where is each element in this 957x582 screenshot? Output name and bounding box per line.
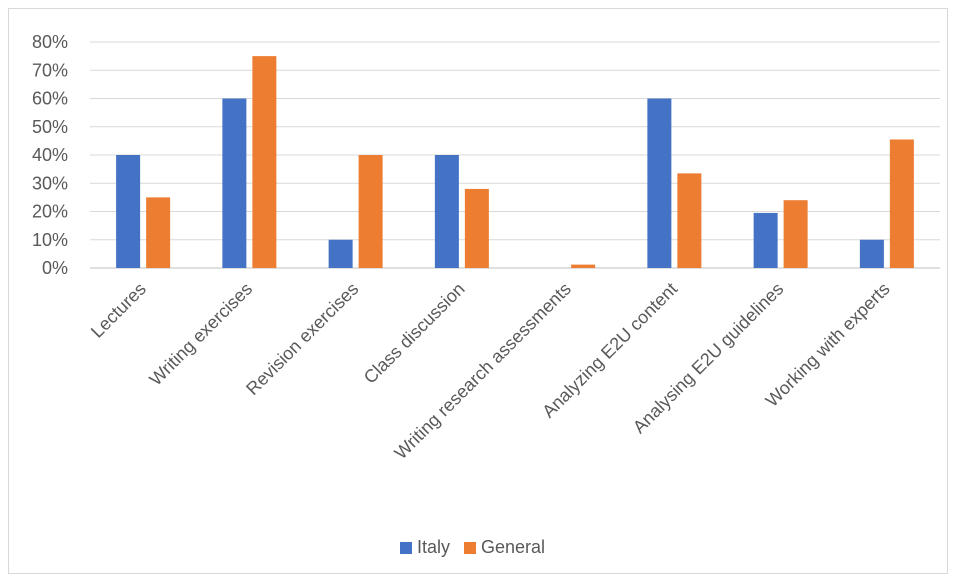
y-tick-label: 60% [32, 89, 68, 109]
bar-italy [434, 155, 459, 268]
bar-general [464, 188, 489, 268]
y-tick-label: 50% [32, 117, 68, 137]
bar-general [783, 200, 808, 268]
legend-swatch-general [464, 541, 477, 554]
y-tick-label: 20% [32, 202, 68, 222]
y-tick-label: 80% [32, 32, 68, 52]
y-tick-label: 0% [42, 258, 68, 278]
legend-label-italy: Italy [417, 537, 451, 557]
bar-italy [116, 155, 141, 268]
y-tick-label: 70% [32, 60, 68, 80]
bar-italy [222, 98, 247, 268]
y-tick-label: 30% [32, 173, 68, 193]
gridlines [90, 41, 940, 269]
bar-italy [328, 239, 353, 268]
bar-general [252, 56, 277, 268]
x-category-label: Writing exercises [145, 279, 256, 390]
bar-general [889, 139, 914, 268]
legend-item-italy: Italy [400, 537, 450, 558]
y-tick-label: 40% [32, 145, 68, 165]
bar-italy [859, 239, 884, 268]
bar-general [146, 197, 171, 268]
legend: Italy General [400, 537, 559, 558]
bar-italy [753, 212, 778, 268]
x-category-label: Revision exercises [242, 279, 362, 399]
bar-general [358, 155, 383, 268]
bar-general [677, 173, 702, 268]
legend-label-general: General [481, 537, 546, 557]
legend-item-general: General [464, 537, 545, 558]
x-category-label: Writing research assessments [391, 279, 575, 463]
y-axis: 0% 10% 20% 30% 40% 50% 60% 70% 80% [32, 32, 68, 278]
bar-italy [647, 98, 672, 268]
bars [116, 56, 914, 268]
bar-general [571, 264, 596, 268]
y-tick-label: 10% [32, 230, 68, 250]
x-category-label: Lectures [87, 279, 150, 342]
x-category-label: Class discussion [360, 279, 469, 388]
legend-swatch-italy [400, 541, 412, 554]
chart-frame [8, 8, 948, 574]
